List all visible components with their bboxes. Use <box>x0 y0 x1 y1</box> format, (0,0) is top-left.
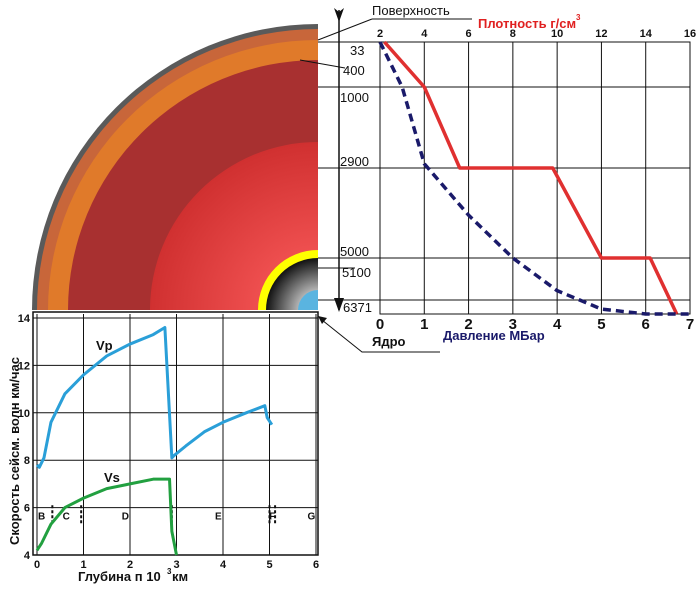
pressure-tick-label: 5 <box>597 316 605 333</box>
zone-label-f: F <box>269 511 275 522</box>
density-tick-label: 4 <box>421 28 428 40</box>
velocity-tick-label: 10 <box>18 408 30 420</box>
depth-axis-label: Глубина п 10 <box>78 569 161 584</box>
velocity-tick-label: 14 <box>18 313 31 325</box>
zone-label-e: E <box>215 511 222 522</box>
pressure-line <box>378 41 690 316</box>
depth-label-400: 400 <box>343 63 365 78</box>
velocity-tick-label: 12 <box>18 360 30 372</box>
depth-tick-label: 4 <box>220 559 227 571</box>
depth-label-6371: 6371 <box>343 300 372 315</box>
density-tick-label: 6 <box>466 28 472 40</box>
zone-label-g: G <box>307 511 315 522</box>
pressure-tick-label: 0 <box>376 316 384 333</box>
vs-line <box>35 477 178 556</box>
density-tick-label: 14 <box>640 28 653 40</box>
velocity-tick-label: 6 <box>24 503 30 515</box>
core-label: Ядро <box>372 334 406 349</box>
depth-tick-label: 6 <box>313 559 319 571</box>
pressure-tick-label: 7 <box>686 316 694 333</box>
density-tick-label: 16 <box>684 28 696 40</box>
pressure-title: Давление МБар <box>443 328 545 343</box>
depth-tick-label: 2 <box>127 559 133 571</box>
earth-center <box>298 290 318 310</box>
velocity-tick-label: 4 <box>24 550 31 562</box>
vp-label: Vp <box>96 338 113 353</box>
depth-label-33: 33 <box>350 43 364 58</box>
density-title-exp: 3 <box>576 13 581 22</box>
depth-label-5000: 5000 <box>340 244 369 259</box>
density-tick-label: 8 <box>510 28 516 40</box>
depth-lines <box>299 41 690 301</box>
depth-tick-label: 5 <box>266 559 272 571</box>
zone-label-d: D <box>122 511 129 522</box>
vp-line <box>35 325 274 469</box>
depth-axis-label-exp: 3 <box>167 567 172 576</box>
zone-label-c: C <box>63 511 70 522</box>
pressure-tick-label: 3 <box>509 316 517 333</box>
velocity-axis-label: Скорость сейсм. волн км/час <box>7 357 22 545</box>
pressure-tick-label: 6 <box>642 316 650 333</box>
density-tick-label: 12 <box>595 28 607 40</box>
depth-tick-label: 3 <box>173 559 179 571</box>
density-tick-label: 10 <box>551 28 563 40</box>
depth-axis <box>334 8 344 312</box>
pressure-tick-label: 1 <box>420 316 428 333</box>
depth-tick-label: 0 <box>34 559 40 571</box>
earth-cross-section <box>32 24 318 310</box>
density-line <box>383 40 679 315</box>
pressure-tick-label: 2 <box>464 316 472 333</box>
density-pressure-chart: 2 4 6 8 10 12 14 160 1 2 3 4 5 6 7 Плотность г/см 3 Да… <box>376 13 696 343</box>
depth-tick-label: 1 <box>80 559 86 571</box>
density-title: Плотность г/см <box>478 16 576 31</box>
velocity-tick-label: 8 <box>24 455 30 467</box>
density-tick-label: 2 <box>377 28 383 40</box>
depth-label-5100: 5100 <box>342 265 371 280</box>
vs-label: Vs <box>104 470 120 485</box>
depth-label-2900: 2900 <box>340 154 369 169</box>
depth-axis-unit: км <box>172 569 188 584</box>
surface-label: Поверхность <box>372 3 450 18</box>
depth-label-1000: 1000 <box>340 90 369 105</box>
pressure-tick-label: 4 <box>553 316 562 333</box>
zone-label-b: B <box>38 511 45 522</box>
